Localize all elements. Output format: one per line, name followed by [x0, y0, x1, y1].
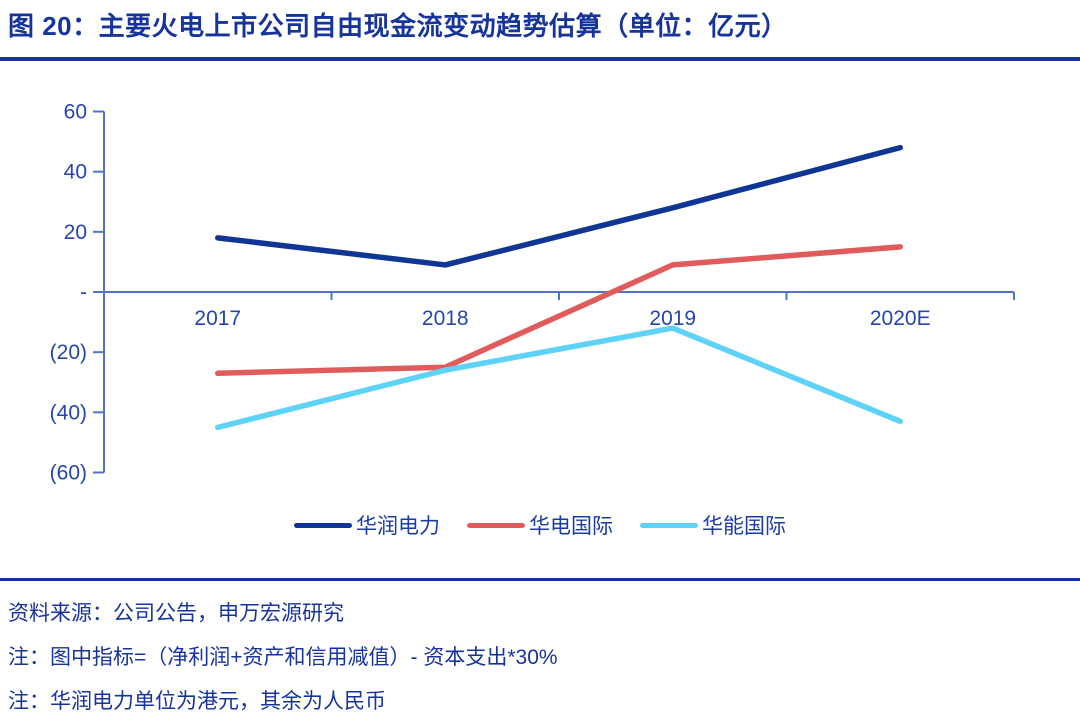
series-line-2	[215, 244, 903, 376]
y-tick-label: (60)	[50, 461, 87, 484]
metric-definition-note: 注：图中指标=（净利润+资产和信用减值）- 资本支出*30%	[8, 646, 558, 669]
legend-label: 华润电力	[356, 515, 440, 538]
legend-swatch	[467, 522, 525, 528]
y-tick-label: 60	[64, 101, 87, 124]
legend-swatch	[640, 522, 698, 528]
x-category-label: 2018	[422, 307, 469, 330]
y-tick-label: -	[80, 281, 87, 304]
legend-label: 华能国际	[702, 515, 786, 538]
y-tick-label: (40)	[50, 401, 87, 424]
legend-item-1: 华润电力	[294, 510, 440, 540]
legend-item-2: 华电国际	[467, 510, 613, 540]
legend-label: 华电国际	[529, 515, 613, 538]
x-category-label: 2017	[194, 307, 241, 330]
series-line-3	[215, 325, 903, 431]
y-tick-label: 40	[64, 161, 87, 184]
figure-title: 图 20：主要火电上市公司自由现金流变动趋势估算（单位：亿元）	[8, 11, 788, 41]
free-cashflow-line-chart: 60 40 20 - (20) (40) (60) 2017 2018 2019 2020E	[50, 101, 1015, 484]
chart-legend: 华润电力 华电国际 华能国际	[0, 510, 1080, 540]
footer-divider	[0, 578, 1080, 581]
legend-swatch	[294, 522, 352, 528]
source-note: 资料来源：公司公告，申万宏源研究	[8, 602, 344, 625]
x-category-label: 2019	[649, 307, 696, 330]
y-tick-label: 20	[64, 221, 87, 244]
legend-item-3: 华能国际	[640, 510, 786, 540]
series-line-1	[215, 144, 903, 268]
x-category-label: 2020E	[870, 307, 931, 330]
currency-note: 注：华润电力单位为港元，其余为人民币	[8, 690, 386, 713]
title-divider	[0, 57, 1080, 61]
y-tick-label: (20)	[50, 341, 87, 364]
